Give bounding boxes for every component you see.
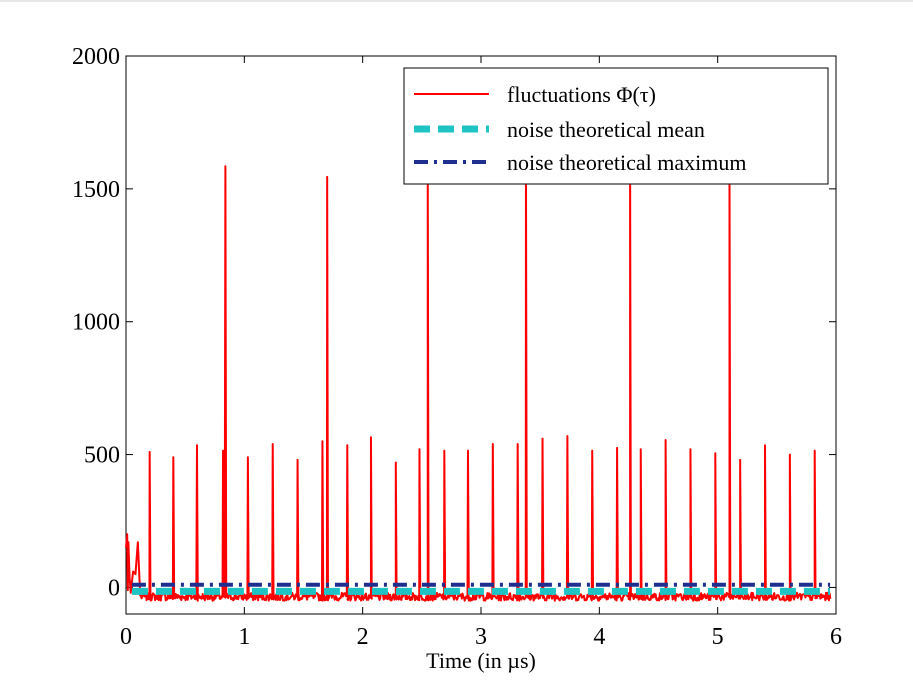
x-tick-label-0: 0: [120, 624, 132, 650]
legend-label-noise-mean: noise theoretical mean: [507, 117, 705, 142]
y-tick-label-4: 2000: [72, 44, 120, 70]
window-top-border: [0, 0, 913, 2]
y-tick-label-0: 0: [108, 575, 120, 601]
tick-labels: 0 1 2 3 4 5 6 0 500 1000 1500 2000: [72, 44, 842, 650]
y-tick-label-2: 1000: [72, 310, 120, 336]
series-layer: [125, 165, 832, 602]
legend-label-noise-maximum: noise theoretical maximum: [507, 150, 747, 175]
x-tick-label-1: 1: [238, 624, 250, 650]
axis-ticks: [125, 55, 837, 614]
x-tick-label-6: 6: [830, 624, 842, 650]
y-tick-label-1: 500: [84, 443, 120, 469]
series-line-fluctuations: [125, 165, 832, 602]
x-axis-title: Time (in µs): [426, 648, 536, 673]
x-tick-label-2: 2: [357, 624, 369, 650]
legend-label-fluctuations: fluctuations Φ(τ): [507, 82, 656, 107]
x-tick-label-4: 4: [593, 624, 605, 650]
x-tick-label-3: 3: [475, 624, 487, 650]
legend: fluctuations Φ(τ) noise theoretical mean…: [403, 67, 829, 185]
y-tick-label-3: 1500: [72, 177, 120, 203]
x-tick-label-5: 5: [712, 624, 724, 650]
